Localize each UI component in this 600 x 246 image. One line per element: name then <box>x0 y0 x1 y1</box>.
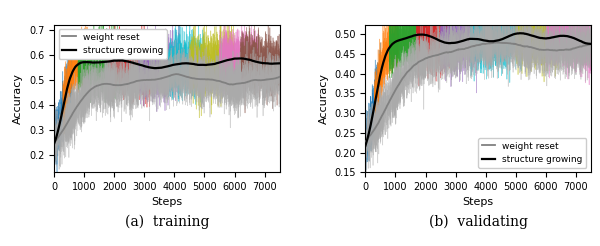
Title: (b)  validating: (b) validating <box>428 215 527 229</box>
Line: structure growing: structure growing <box>365 33 591 146</box>
structure growing <box>67 74 74 77</box>
structure growing <box>247 59 254 62</box>
structure growing <box>413 33 420 36</box>
structure growing <box>362 144 369 147</box>
weight reset <box>247 79 254 82</box>
X-axis label: Steps: Steps <box>151 198 182 207</box>
weight reset <box>551 49 559 52</box>
weight reset <box>240 81 247 84</box>
weight reset <box>67 115 74 118</box>
structure growing <box>50 143 58 146</box>
structure growing <box>517 32 524 35</box>
weight reset <box>493 41 500 44</box>
weight reset <box>362 140 369 143</box>
structure growing <box>236 57 244 60</box>
Line: weight reset: weight reset <box>365 43 591 142</box>
weight reset <box>101 82 109 85</box>
structure growing <box>379 64 386 67</box>
structure growing <box>240 57 247 60</box>
structure growing <box>587 42 595 45</box>
weight reset <box>379 114 386 117</box>
weight reset <box>413 62 420 65</box>
Line: weight reset: weight reset <box>54 74 280 143</box>
weight reset <box>276 75 283 78</box>
Line: structure growing: structure growing <box>54 58 280 144</box>
structure growing <box>431 37 438 40</box>
structure growing <box>182 62 189 65</box>
structure growing <box>493 39 500 42</box>
Y-axis label: Accuracy: Accuracy <box>319 73 328 124</box>
Title: (a)  training: (a) training <box>125 215 209 229</box>
structure growing <box>101 60 109 63</box>
weight reset <box>119 83 127 86</box>
weight reset <box>173 73 180 76</box>
X-axis label: Steps: Steps <box>463 198 494 207</box>
Legend: weight reset, structure growing: weight reset, structure growing <box>478 138 586 168</box>
Y-axis label: Accuracy: Accuracy <box>13 73 23 124</box>
structure growing <box>559 34 566 37</box>
structure growing <box>119 59 127 62</box>
weight reset <box>587 43 595 46</box>
weight reset <box>493 41 500 44</box>
structure growing <box>276 62 283 65</box>
weight reset <box>559 48 566 51</box>
weight reset <box>182 75 189 78</box>
Legend: weight reset, structure growing: weight reset, structure growing <box>59 29 167 59</box>
weight reset <box>431 54 438 57</box>
weight reset <box>50 141 58 144</box>
structure growing <box>551 35 559 38</box>
